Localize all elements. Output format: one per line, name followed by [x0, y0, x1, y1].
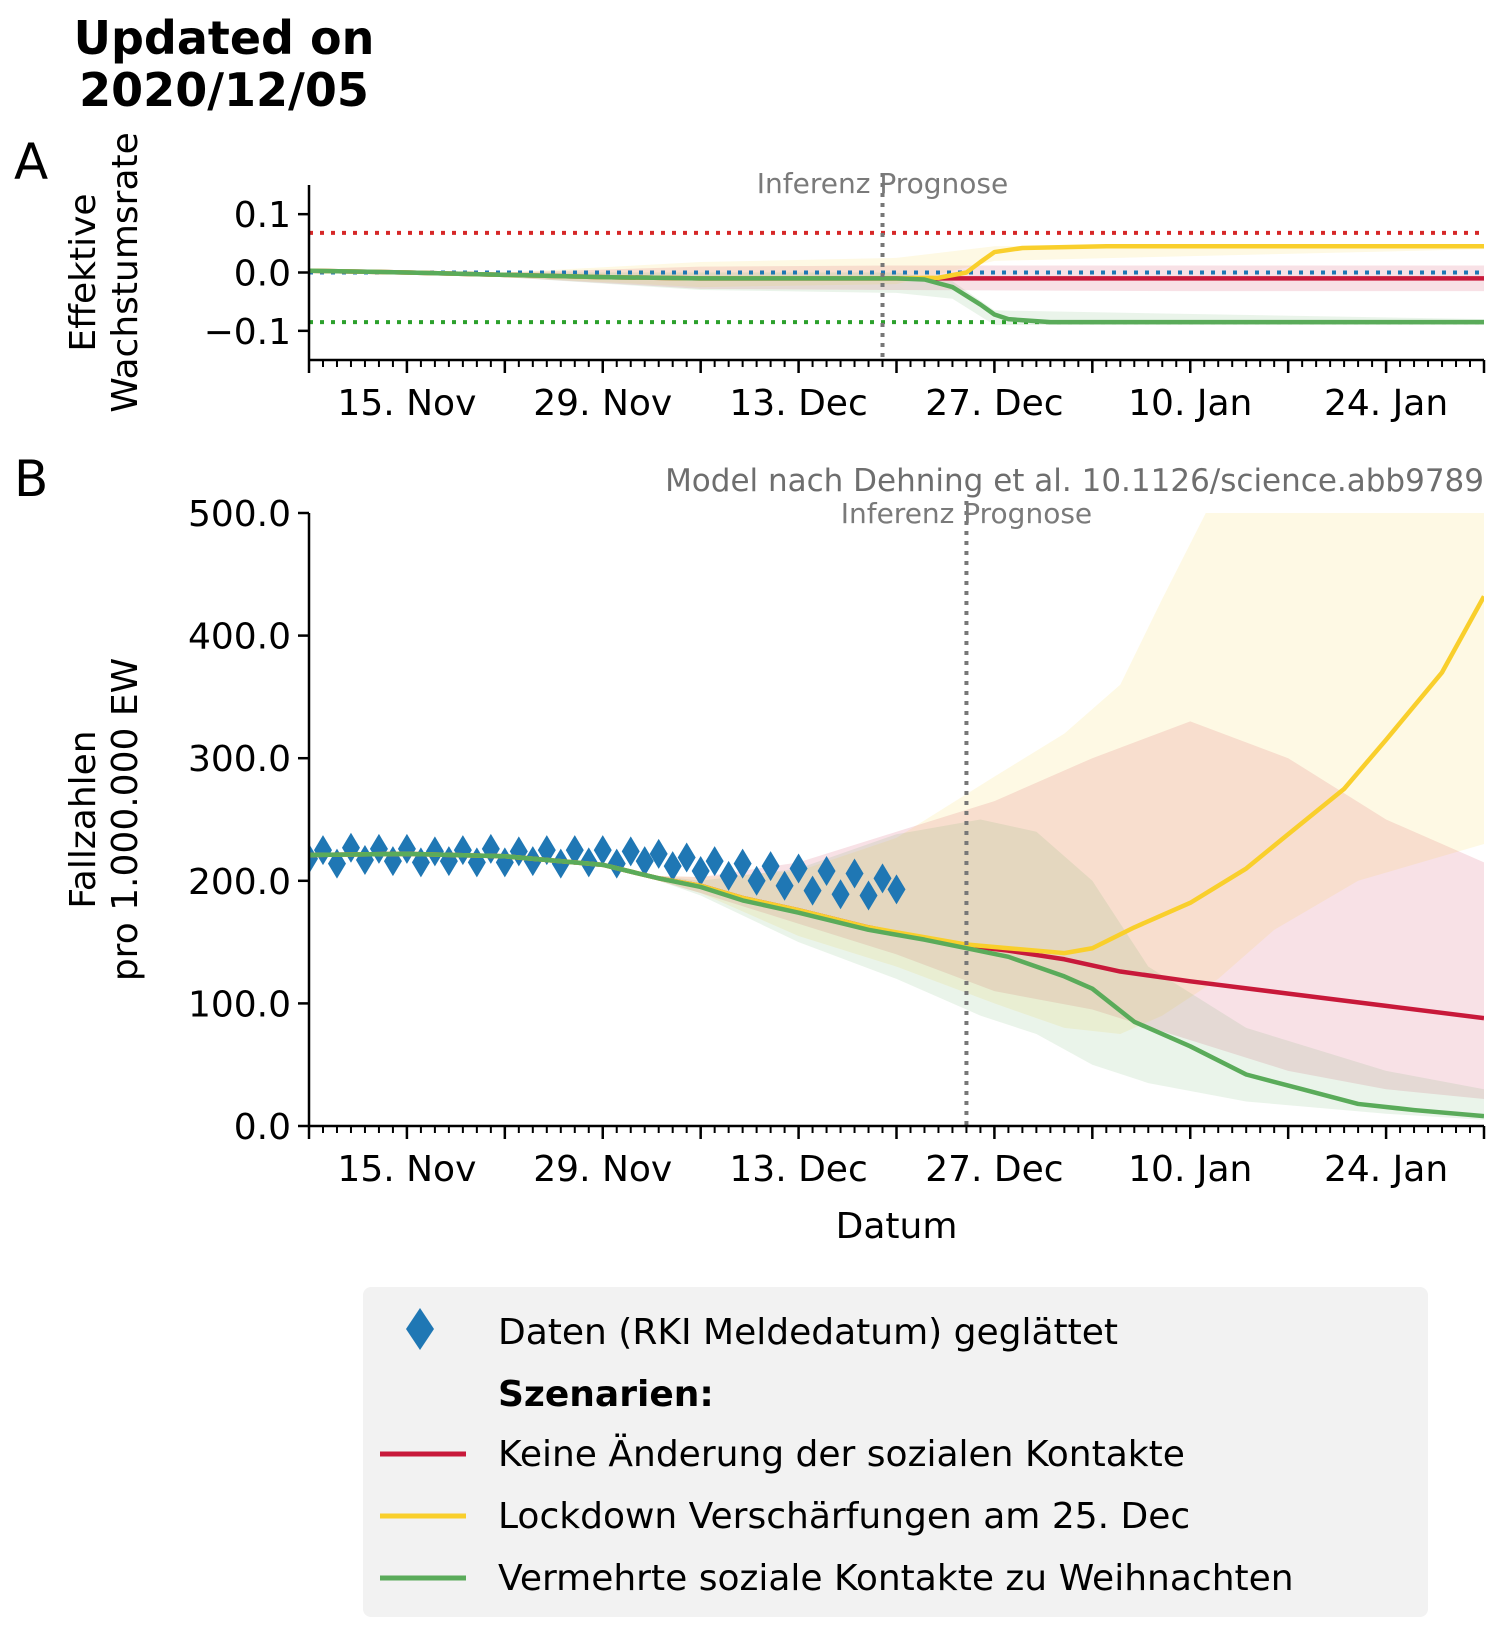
- data-point: [831, 879, 850, 910]
- legend-keine-label: Keine Änderung der sozialen Kontakte: [498, 1433, 1185, 1475]
- y-axis-label: EffektiveWachstumsrate: [63, 132, 146, 413]
- y-tick-label: 0.1: [234, 195, 291, 236]
- x-tick-label: 24. Jan: [1324, 383, 1448, 424]
- legend-lockdown-label: Lockdown Verschärfungen am 25. Dec: [498, 1496, 1190, 1537]
- y-tick-label: 0.0: [234, 1107, 291, 1148]
- y-axis-label-line-2: Wachstumsrate: [105, 132, 146, 413]
- updated-line-2: 2020/12/05: [79, 63, 369, 117]
- y-tick-label: 400.0: [188, 617, 291, 658]
- data-point: [663, 851, 682, 882]
- panel-a-label: A: [14, 133, 49, 191]
- data-point: [453, 835, 472, 866]
- data-point: [425, 836, 444, 867]
- plot-area: [309, 513, 1484, 1120]
- legend-box: [363, 1287, 1428, 1617]
- x-tick-label: 10. Jan: [1128, 383, 1252, 424]
- panel-b-label: B: [14, 450, 49, 508]
- band-vermehrt: [309, 270, 1484, 325]
- data-point: [747, 865, 766, 896]
- data-point: [733, 848, 752, 879]
- data-point: [691, 855, 710, 886]
- band-keine: [658, 721, 1484, 1100]
- line-vermehrt: [309, 851, 1484, 1119]
- data-point: [789, 853, 808, 884]
- data-point: [719, 860, 738, 891]
- data-point: [873, 863, 892, 894]
- updated-line-1: Updated on: [73, 11, 375, 65]
- data-point: [761, 851, 780, 882]
- panel-b-case-numbers-chart: Inferenz Prognose 0.0 100.0 200.0 300.0 400.0…: [63, 463, 1486, 1247]
- legend: Daten (RKI Meldedatum) geglättet Szenari…: [363, 1287, 1428, 1617]
- data-point: [523, 846, 542, 877]
- data-point: [677, 842, 696, 873]
- data-point: [621, 836, 640, 867]
- y-tick-label: −0.1: [204, 312, 291, 353]
- x-tick-label: 15. Nov: [337, 383, 476, 424]
- data-point: [397, 833, 416, 864]
- legend-data-label: Daten (RKI Meldedatum) geglättet: [498, 1312, 1118, 1353]
- legend-data-marker: [406, 1308, 434, 1350]
- data-point: [551, 848, 570, 879]
- x-tick-label: 29. Nov: [533, 1149, 672, 1190]
- y-tick-label: 100.0: [188, 984, 291, 1025]
- data-point: [775, 870, 794, 901]
- x-tick-label: 27. Dec: [925, 1149, 1063, 1190]
- plot-area: [309, 230, 1484, 325]
- data-point: [803, 875, 822, 906]
- y-axis-label: Fallzahlenpro 1.000.000 EW: [63, 658, 146, 981]
- x-tick-label: 13. Dec: [729, 1149, 867, 1190]
- divider-annotation: Inferenz Prognose: [757, 167, 1008, 200]
- y-tick-label: 500.0: [188, 494, 291, 535]
- x-tick-label: 10. Jan: [1128, 1149, 1252, 1190]
- y-tick-label: 0.0: [234, 254, 291, 295]
- y-axis-label-line-1: Fallzahlen: [63, 730, 104, 908]
- line-vermehrt: [309, 268, 1484, 325]
- y-axis-label-line-2: pro 1.000.000 EW: [105, 658, 146, 981]
- y-axis-label-line-1: Effektive: [63, 193, 104, 351]
- divider-annotation: Inferenz Prognose: [841, 497, 1092, 530]
- x-tick-label: 27. Dec: [925, 383, 1063, 424]
- data-point: [481, 833, 500, 864]
- data-point: [705, 846, 724, 877]
- data-point: [845, 858, 864, 889]
- panel-a-growth-rate-chart: Inferenz Prognose 0.1 0.0 −0.1 15. Nov 29. No…: [63, 132, 1486, 424]
- x-tick-label: 13. Dec: [729, 383, 867, 424]
- x-tick-label: 29. Nov: [533, 383, 672, 424]
- data-point: [859, 880, 878, 911]
- data-point: [887, 874, 906, 905]
- data-point: [313, 835, 332, 866]
- x-tick-label: 24. Jan: [1324, 1149, 1448, 1190]
- data-point: [635, 846, 654, 877]
- y-tick-label: 200.0: [188, 862, 291, 903]
- x-axis-label: Datum: [836, 1206, 958, 1247]
- data-point: [817, 855, 836, 886]
- legend-header: Szenarien:: [498, 1374, 714, 1415]
- legend-vermehrt-label: Vermehrte soziale Kontakte zu Weihnachte…: [498, 1558, 1294, 1599]
- x-tick-label: 15. Nov: [337, 1149, 476, 1190]
- updated-heading: Updated on 2020/12/05: [64, 12, 384, 116]
- data-point: [649, 838, 668, 869]
- data-point: [593, 835, 612, 866]
- model-reference-note: Model nach Dehning et al. 10.1126/scienc…: [665, 463, 1484, 499]
- y-tick-label: 300.0: [188, 739, 291, 780]
- data-point: [309, 843, 318, 874]
- data-point: [565, 835, 584, 866]
